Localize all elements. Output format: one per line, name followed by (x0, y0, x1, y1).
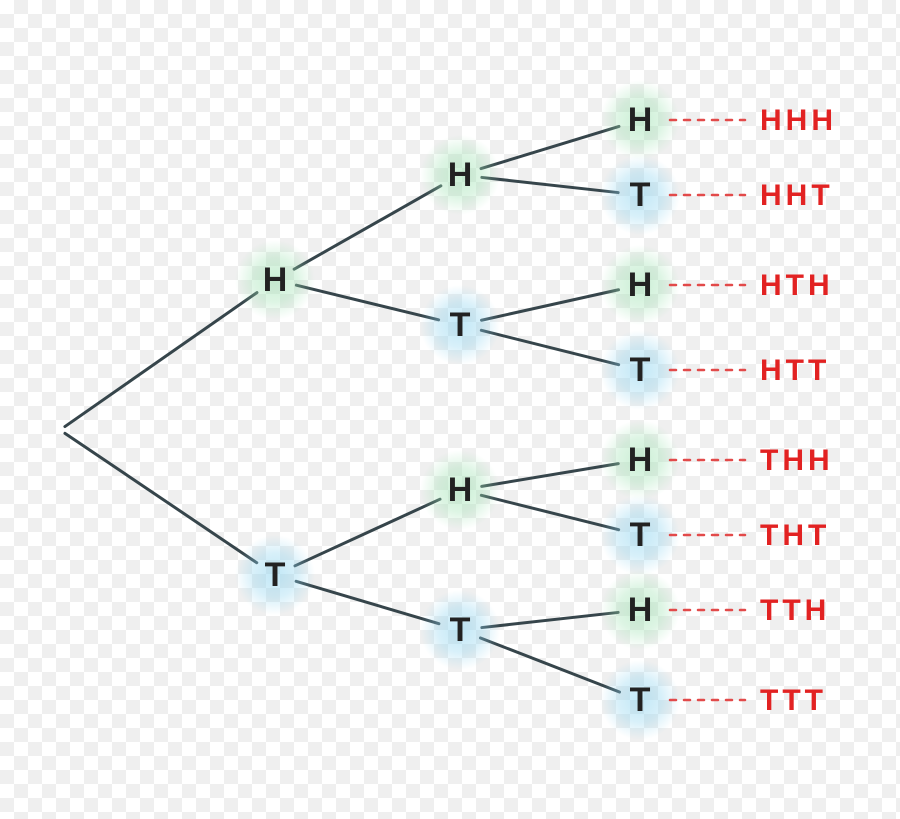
node-label-heads: H (628, 441, 653, 479)
tree-edge (481, 330, 618, 364)
tree-edge (294, 186, 441, 269)
node-label-tails: T (450, 611, 471, 649)
tree-edge (481, 126, 619, 168)
outcome-label: HTT (760, 354, 830, 387)
edges-layer (65, 126, 620, 692)
node-label-heads: H (628, 101, 653, 139)
diagram-stage: HTHTHTHTHTHTHT HHHHHTHTHHTTTHHTHTTTHTTT (0, 0, 900, 819)
tree-edge (296, 581, 439, 623)
outcome-label: HHT (760, 179, 834, 212)
tree-edge (295, 499, 440, 566)
node-label-heads: H (448, 471, 473, 509)
outcome-label: TTH (760, 594, 830, 627)
tree-edge (481, 638, 620, 692)
tree-diagram-svg: HTHTHTHTHTHTHT HHHHHTHTHHTTTHHTHTTTHTTT (0, 0, 900, 819)
tree-edge (482, 177, 618, 192)
node-label-heads: H (448, 156, 473, 194)
tree-edge (481, 290, 618, 320)
tree-edge (482, 464, 619, 487)
outcome-label: HHH (760, 104, 837, 137)
node-label-tails: T (630, 516, 651, 554)
node-label-tails: T (630, 681, 651, 719)
tree-edge (482, 612, 618, 627)
node-label-heads: H (628, 266, 653, 304)
tree-edge (481, 495, 618, 529)
outcome-label: HTH (760, 269, 834, 302)
node-label-tails: T (630, 351, 651, 389)
outcomes-layer: HHH HHT HTH HTT THH THT TTH TTT (760, 104, 837, 717)
node-label-heads: H (628, 591, 653, 629)
node-labels-layer: HTHTHTHTHTHTHT (263, 101, 653, 719)
outcome-label: THT (760, 519, 830, 552)
node-label-tails: T (450, 306, 471, 344)
node-label-tails: T (265, 556, 286, 594)
tree-edge (296, 285, 438, 320)
node-label-heads: H (263, 261, 288, 299)
node-label-tails: T (630, 176, 651, 214)
outcome-label: TTT (760, 684, 827, 717)
outcome-label: THH (760, 444, 834, 477)
leaders-layer (670, 120, 745, 700)
tree-edge (65, 433, 257, 562)
tree-edge (65, 293, 257, 427)
